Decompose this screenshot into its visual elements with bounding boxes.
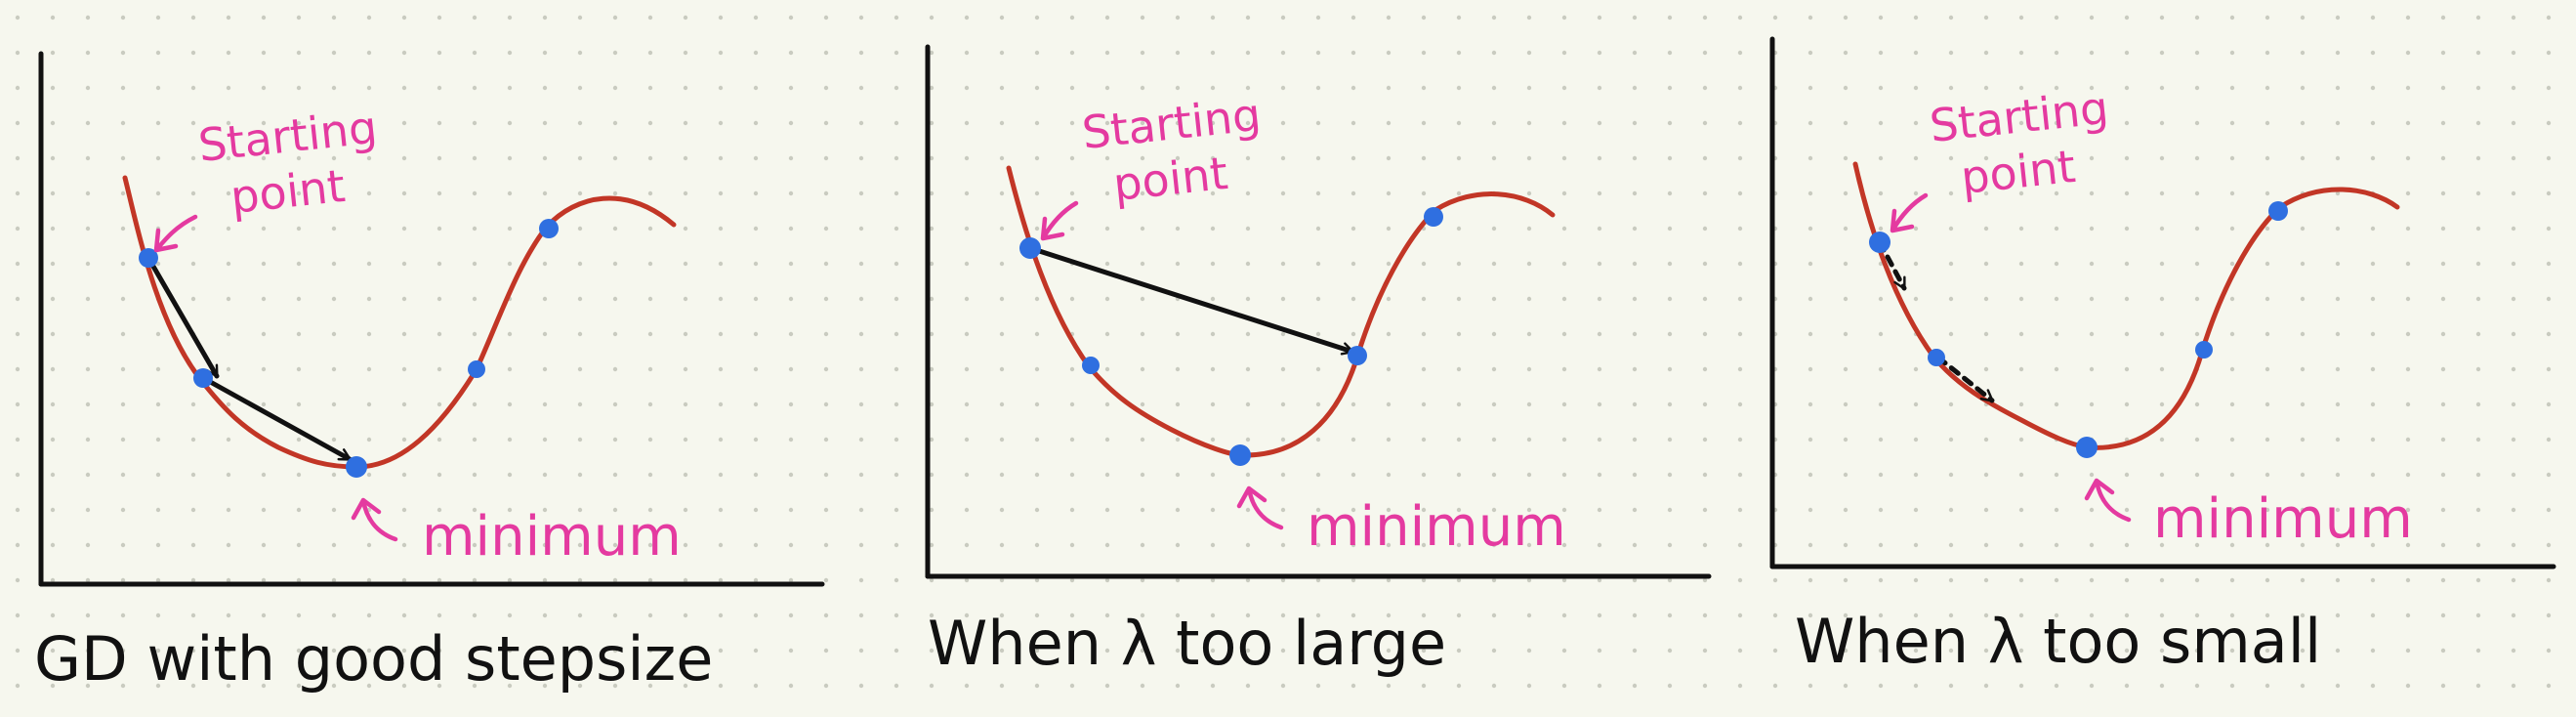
starting-point-pointer (153, 214, 198, 253)
starting-point-marker (1869, 232, 1890, 253)
minimum-label: minimum (1307, 495, 1566, 559)
minimum-label: minimum (422, 505, 682, 569)
minimum-point-marker (1229, 444, 1251, 466)
minimum-point-marker (2076, 437, 2098, 458)
curve-point-marker (2195, 341, 2213, 358)
minimum-point-marker (346, 456, 367, 478)
starting-point-pointer (1890, 192, 1929, 233)
curve-point-marker (1082, 357, 1100, 374)
minimum-label: minimum (2153, 487, 2413, 551)
starting-label-line2: point (1111, 147, 1230, 211)
curve-point-marker (468, 360, 485, 378)
minimum-pointer (2084, 478, 2132, 523)
step-arrow-tiny-2 (1935, 355, 1995, 403)
panel-caption: When λ too large (928, 608, 1446, 679)
curve-point-marker (1424, 207, 1443, 227)
panel-good-stepsize: Starting point minimum GD with good step… (34, 51, 825, 695)
minimum-pointer (1236, 485, 1284, 530)
starting-point-pointer (1040, 200, 1079, 241)
curve-point-marker (2268, 201, 2288, 221)
minimum-pointer (351, 497, 398, 542)
step-point-marker (193, 368, 213, 388)
panel-too-large: Starting point minimum When λ too large (925, 44, 1712, 679)
starting-point-marker (1019, 237, 1041, 259)
starting-label-line2: point (229, 159, 348, 224)
panel-caption: When λ too small (1795, 606, 2321, 677)
step-arrow-1 (145, 255, 220, 379)
curve-point-marker (539, 219, 559, 238)
step-point-marker (1928, 349, 1945, 366)
panel-caption: GD with good stepsize (34, 623, 713, 695)
step-arrow-2 (202, 376, 353, 462)
starting-label-line2: point (1959, 140, 2078, 204)
overshoot-point-marker (1348, 346, 1367, 365)
step-arrow-overshoot (1027, 245, 1355, 356)
starting-point-marker (139, 248, 158, 268)
